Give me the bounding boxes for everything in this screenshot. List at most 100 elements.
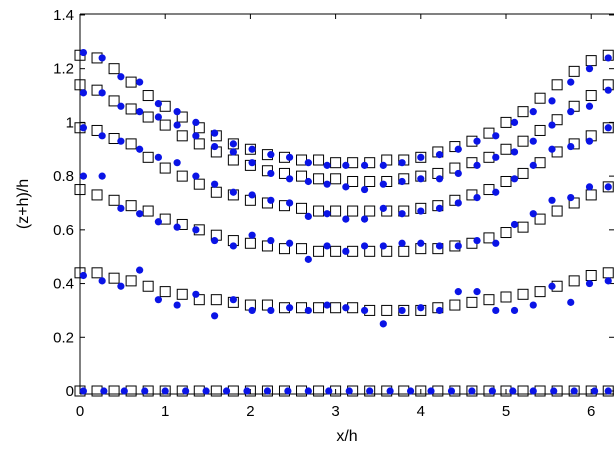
open-square-marker	[330, 157, 342, 169]
filled-circle-marker	[604, 277, 612, 285]
filled-circle-marker	[567, 298, 575, 306]
filled-circle-marker	[417, 153, 425, 161]
filled-circle-marker	[435, 306, 444, 315]
filled-circle-marker	[136, 78, 144, 86]
filled-circle-marker	[98, 132, 106, 140]
filled-circle-marker	[173, 108, 181, 116]
filled-circle-marker	[79, 89, 88, 97]
filled-circle-marker	[567, 78, 575, 86]
open-square-marker	[483, 294, 495, 306]
plot-area	[80, 14, 614, 394]
filled-circle-marker	[229, 140, 237, 148]
filled-circle-marker	[161, 387, 169, 395]
filled-circle-marker	[585, 279, 594, 288]
filled-circle-marker	[473, 194, 481, 202]
filled-circle-marker	[211, 142, 219, 151]
open-square-marker	[517, 221, 529, 233]
open-square-marker	[296, 202, 308, 214]
x-tick-label: 6	[587, 403, 595, 420]
filled-circle-marker	[529, 387, 537, 395]
filled-circle-marker	[342, 183, 350, 191]
filled-circle-marker	[79, 387, 88, 395]
open-square-marker	[517, 167, 529, 179]
filled-circle-marker	[488, 387, 496, 395]
open-square-marker	[330, 205, 342, 217]
filled-circle-marker	[417, 207, 425, 215]
filled-circle-marker	[229, 242, 237, 250]
filled-circle-marker	[173, 121, 181, 129]
filled-circle-marker	[192, 290, 200, 298]
filled-circle-marker	[548, 196, 556, 204]
filled-circle-marker	[173, 159, 181, 167]
open-square-marker	[142, 280, 154, 292]
open-square-marker	[74, 79, 86, 91]
filled-circle-marker	[323, 180, 331, 188]
filled-circle-marker	[417, 304, 425, 312]
open-square-marker	[142, 205, 154, 217]
open-square-marker	[449, 299, 461, 311]
open-square-marker	[534, 124, 546, 136]
open-square-marker	[415, 385, 427, 397]
filled-circle-marker	[79, 271, 88, 280]
filled-circle-marker	[136, 145, 144, 153]
filled-circle-marker	[248, 306, 256, 315]
open-square-marker	[551, 205, 563, 217]
open-square-marker	[313, 245, 325, 257]
open-square-marker	[500, 143, 512, 155]
filled-circle-marker	[98, 54, 106, 62]
filled-circle-marker	[117, 102, 125, 110]
filled-circle-marker	[529, 108, 537, 116]
filled-circle-marker	[454, 242, 462, 250]
open-square-marker	[108, 63, 120, 75]
filled-circle-marker	[585, 183, 594, 191]
filled-circle-marker	[304, 212, 312, 221]
filled-circle-marker	[211, 312, 219, 320]
filled-circle-marker	[454, 145, 462, 153]
filled-circle-marker	[154, 113, 162, 121]
open-square-marker	[125, 275, 137, 287]
filled-circle-marker	[284, 387, 292, 395]
open-square-marker	[517, 135, 529, 147]
filled-circle-marker	[585, 102, 594, 110]
filled-circle-marker	[529, 301, 537, 309]
filled-circle-marker	[342, 247, 350, 255]
open-square-marker	[568, 275, 580, 287]
filled-circle-marker	[154, 99, 162, 108]
open-square-marker	[193, 138, 205, 150]
open-square-marker	[500, 175, 512, 187]
filled-circle-marker	[604, 54, 612, 62]
filled-circle-marker	[492, 153, 500, 161]
filled-circle-marker	[567, 142, 575, 151]
filled-circle-marker	[447, 387, 456, 395]
filled-circle-marker	[379, 161, 387, 169]
filled-circle-marker	[386, 387, 394, 395]
filled-circle-marker	[342, 304, 350, 312]
filled-circle-marker	[323, 161, 331, 169]
open-square-marker	[517, 106, 529, 118]
filled-circle-marker	[136, 210, 144, 218]
open-square-marker	[347, 175, 359, 187]
filled-circle-marker	[345, 387, 353, 395]
x-tick-label: 2	[246, 403, 254, 420]
open-square-marker	[534, 286, 546, 298]
open-square-marker	[176, 130, 188, 142]
open-square-marker	[330, 173, 342, 185]
open-square-marker	[278, 243, 290, 255]
filled-circle-marker	[473, 236, 481, 245]
filled-circle-marker	[567, 194, 575, 202]
open-square-marker	[483, 232, 495, 244]
filled-circle-marker	[379, 242, 387, 250]
filled-circle-marker	[510, 148, 519, 156]
open-square-marker	[364, 245, 376, 257]
filled-circle-marker	[267, 236, 275, 245]
filled-circle-marker	[229, 188, 237, 196]
y-tick-label: 1.2	[53, 61, 74, 78]
filled-circle-marker	[510, 118, 519, 126]
filled-circle-marker	[570, 387, 578, 395]
filled-circle-marker	[398, 159, 406, 167]
filled-circle-marker	[379, 180, 387, 188]
filled-circle-marker	[98, 277, 106, 285]
open-square-marker	[176, 170, 188, 182]
filled-circle-marker	[510, 306, 519, 315]
